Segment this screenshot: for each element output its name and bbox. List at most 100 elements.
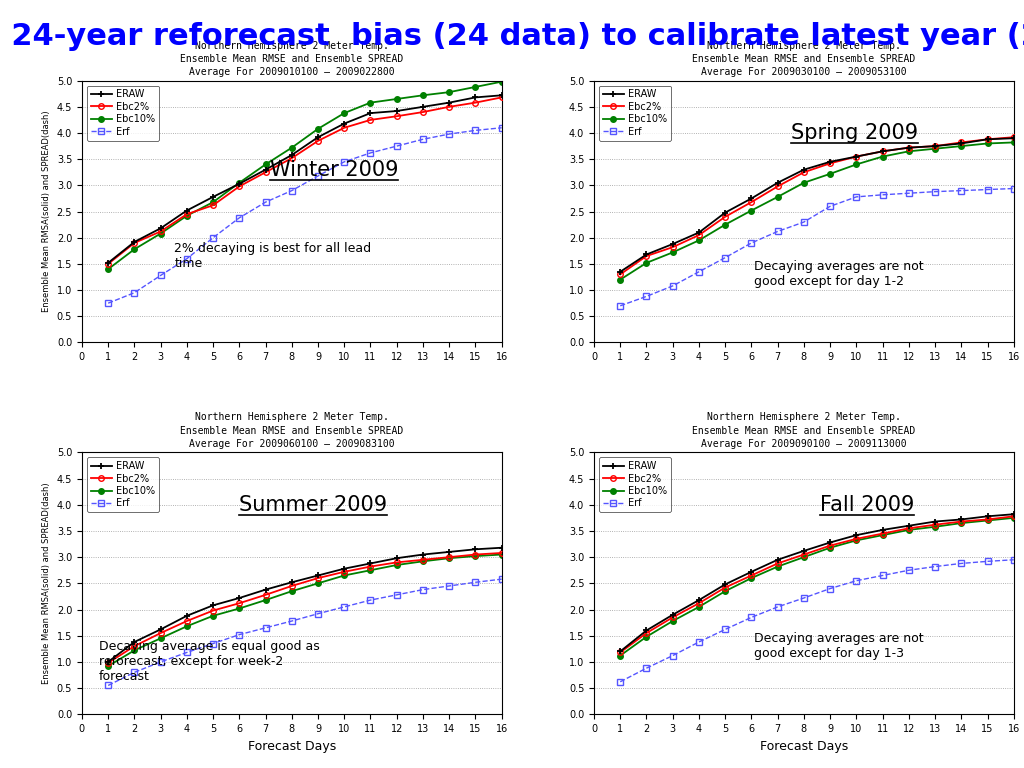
Erf [1008, 555, 1020, 564]
ERAW [443, 548, 456, 557]
Erf [233, 214, 246, 223]
Ebc10% [693, 602, 706, 611]
Line: Ebc10%: Ebc10% [617, 140, 1017, 283]
Ebc2% [338, 568, 350, 577]
Ebc2% [850, 152, 862, 161]
Ebc10% [929, 144, 941, 154]
ERAW [667, 240, 679, 249]
Line: ERAW: ERAW [616, 511, 1017, 655]
Ebc2% [233, 598, 246, 607]
Erf [981, 557, 993, 566]
Ebc2% [877, 529, 889, 538]
Erf [877, 571, 889, 580]
Ebc2% [903, 143, 915, 152]
Line: Erf: Erf [617, 186, 1017, 309]
Ebc10% [667, 617, 679, 626]
Erf [365, 148, 377, 157]
Erf [850, 192, 862, 201]
Erf [102, 680, 115, 690]
ERAW [312, 571, 325, 580]
Erf [312, 171, 325, 180]
ERAW [1008, 134, 1020, 143]
ERAW [259, 165, 271, 174]
ERAW [824, 538, 837, 547]
ERAW [798, 165, 810, 174]
Erf [155, 271, 167, 280]
Erf [365, 595, 377, 604]
ERAW [155, 223, 167, 233]
Title: Northern Hemisphere 2 Meter Temp.
Ensemble Mean RMSE and Ensemble SPREAD
Average: Northern Hemisphere 2 Meter Temp. Ensemb… [692, 412, 915, 449]
Erf [496, 574, 508, 584]
Ebc10% [417, 91, 429, 100]
Ebc2% [207, 606, 219, 615]
Ebc10% [390, 94, 402, 104]
Ebc2% [719, 583, 731, 592]
ERAW [207, 192, 219, 201]
Erf [312, 609, 325, 618]
Erf [338, 157, 350, 167]
Ebc10% [903, 147, 915, 156]
Line: Ebc10%: Ebc10% [105, 551, 505, 669]
Ebc2% [798, 550, 810, 559]
ERAW [745, 568, 758, 577]
Ebc10% [312, 579, 325, 588]
Ebc10% [693, 236, 706, 245]
ERAW [286, 578, 298, 587]
Erf [719, 625, 731, 634]
Ebc2% [417, 555, 429, 564]
Ebc2% [259, 591, 271, 600]
Ebc10% [955, 518, 968, 528]
Ebc10% [102, 264, 115, 273]
Ebc10% [443, 554, 456, 563]
ERAW [693, 228, 706, 237]
ERAW [929, 141, 941, 151]
Erf [259, 623, 271, 632]
Line: ERAW: ERAW [104, 545, 505, 665]
Erf [824, 584, 837, 593]
Ebc2% [640, 628, 652, 637]
Erf [180, 648, 193, 657]
Erf [102, 299, 115, 308]
Ebc10% [850, 536, 862, 545]
Erf [443, 130, 456, 139]
Erf [469, 126, 481, 135]
Ebc2% [365, 115, 377, 124]
Text: Summer 2009: Summer 2009 [239, 495, 387, 515]
Erf [981, 185, 993, 194]
Ebc10% [1008, 137, 1020, 147]
Text: Using 24-year reforecast  bias (24 data) to calibrate latest year (2009): Using 24-year reforecast bias (24 data) … [0, 22, 1024, 51]
Line: Ebc2%: Ebc2% [617, 134, 1017, 277]
Ebc2% [693, 230, 706, 240]
Ebc2% [365, 562, 377, 571]
Erf [929, 562, 941, 571]
Y-axis label: Ensemble Mean RMSA(solid) and SPREAD(dash): Ensemble Mean RMSA(solid) and SPREAD(das… [42, 482, 51, 684]
ERAW [128, 637, 140, 647]
ERAW [180, 611, 193, 621]
Ebc10% [365, 565, 377, 574]
Ebc10% [719, 220, 731, 229]
Ebc10% [771, 192, 783, 201]
Erf [496, 123, 508, 132]
Ebc10% [338, 108, 350, 118]
ERAW [207, 601, 219, 610]
ERAW [877, 147, 889, 156]
Ebc10% [903, 525, 915, 535]
Ebc2% [955, 517, 968, 526]
Ebc10% [667, 248, 679, 257]
Ebc10% [259, 160, 271, 169]
ERAW [390, 554, 402, 563]
Erf [286, 617, 298, 626]
Ebc2% [259, 167, 271, 177]
Title: Northern Hemisphere 2 Meter Temp.
Ensemble Mean RMSE and Ensemble SPREAD
Average: Northern Hemisphere 2 Meter Temp. Ensemb… [180, 41, 403, 77]
Ebc2% [614, 648, 627, 657]
Ebc10% [286, 143, 298, 152]
Erf [771, 602, 783, 611]
Ebc10% [207, 197, 219, 207]
Erf [798, 594, 810, 603]
Erf [903, 565, 915, 574]
Legend: ERAW, Ebc2%, Ebc10%, Erf: ERAW, Ebc2%, Ebc10%, Erf [599, 85, 671, 141]
ERAW [365, 559, 377, 568]
Ebc2% [981, 515, 993, 524]
Ebc10% [719, 587, 731, 596]
ERAW [955, 139, 968, 148]
